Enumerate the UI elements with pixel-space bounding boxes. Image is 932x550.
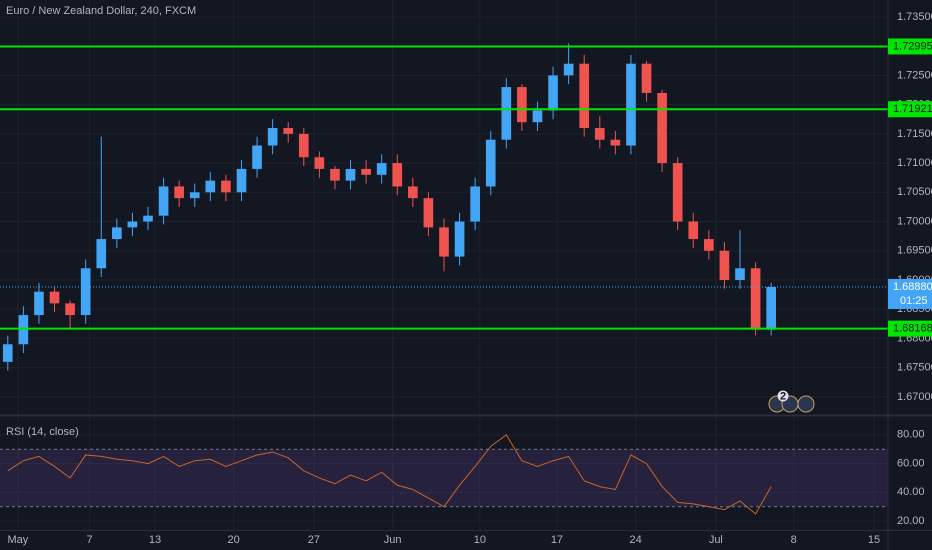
candle-body: [485, 139, 496, 187]
axes: May 7 13 20 27 Jun 10 17 24 Jul 8 15 1.67000 1.67500 1…: [8, 11, 932, 546]
candle-body: [704, 239, 714, 251]
candle-body: [719, 250, 730, 280]
candle-body: [49, 291, 60, 304]
rsi-tick-label: 20.00: [897, 515, 925, 527]
candle-body: [392, 163, 403, 187]
x-tick-label: 17: [551, 534, 563, 546]
rsi-label: RSI (14, close): [6, 426, 79, 438]
y-tick-label: 1.67000: [897, 391, 932, 403]
y-tick-label: 1.67500: [897, 362, 932, 374]
candle-body: [532, 110, 543, 123]
candle-body: [65, 303, 75, 316]
y-tick-label: 1.73500: [897, 11, 932, 23]
candle-body: [205, 180, 216, 193]
level-label-box: [888, 101, 932, 118]
candle-body: [517, 87, 527, 123]
candle-body: [454, 221, 465, 257]
x-tick-label: 15: [868, 534, 880, 546]
rsi-band-fill: [0, 449, 888, 507]
candle-body: [672, 163, 683, 222]
candle-body: [657, 92, 667, 164]
candle-body: [80, 268, 91, 316]
candle-body: [267, 128, 278, 146]
candle-body: [735, 268, 745, 280]
x-tick-label: 8: [791, 534, 797, 546]
candle-body: [548, 75, 558, 111]
candle-body: [143, 215, 153, 222]
event-icon[interactable]: [797, 395, 815, 413]
plot: [0, 43, 888, 515]
y-tick-label: 1.71500: [897, 128, 932, 140]
candle-body: [330, 168, 340, 181]
candle-body: [221, 180, 231, 193]
candle-body: [766, 286, 776, 330]
candle-body: [408, 186, 418, 199]
level-label-box: [888, 320, 932, 337]
y-tick-label: 1.69500: [897, 245, 932, 257]
candle-body: [2, 344, 13, 362]
candle-body: [470, 186, 480, 222]
candle-body: [688, 221, 699, 240]
last-price-label: 1.68880: [893, 281, 932, 293]
candle-body: [423, 198, 434, 228]
candle-body: [34, 291, 44, 316]
candle-body: [501, 87, 512, 140]
x-tick-label: 7: [87, 534, 93, 546]
candle-body: [252, 145, 262, 169]
candle-body: [345, 168, 356, 181]
event-icons[interactable]: 2: [768, 390, 815, 413]
candle-body: [158, 186, 169, 216]
candle-body: [594, 128, 605, 140]
candle-body: [750, 268, 761, 330]
y-tick-label: 1.70000: [897, 215, 932, 227]
candle-body: [127, 221, 138, 228]
rsi-line: [7, 434, 772, 515]
x-tick-label: Jun: [384, 534, 402, 546]
x-tick-label: 13: [149, 534, 161, 546]
candle-body: [112, 227, 122, 240]
event-count: 2: [780, 390, 786, 402]
candle-body: [174, 186, 184, 199]
level-label-box: [888, 38, 932, 55]
event-count-badge: [777, 390, 789, 402]
candle-body: [236, 168, 247, 193]
y-tick-label: 1.72500: [897, 69, 932, 81]
candle-body: [626, 63, 636, 146]
x-tick-label: Jul: [709, 534, 723, 546]
candle-body: [283, 128, 294, 134]
level-label: 1.68168: [893, 323, 932, 335]
x-tick-label: 24: [629, 534, 641, 546]
candle-body: [641, 63, 652, 93]
rsi-tick-label: 60.00: [897, 457, 925, 469]
y-tick-label: 1.70500: [897, 186, 932, 198]
last-price-box: [888, 278, 932, 309]
x-tick-label: 27: [308, 534, 320, 546]
candle-body: [189, 192, 200, 199]
x-tick-label: 20: [228, 534, 240, 546]
y-tick-label: 1.71000: [897, 157, 932, 169]
candle-body: [298, 133, 309, 158]
candle-body: [18, 315, 29, 345]
chart-title: Euro / New Zealand Dollar, 240, FXCM: [6, 5, 196, 17]
x-tick-label: May: [8, 534, 29, 546]
rsi-tick-label: 40.00: [897, 486, 925, 498]
candle-body: [361, 168, 371, 175]
candle-body: [579, 63, 590, 129]
level-label: 1.72995: [893, 40, 932, 52]
level-label: 1.71921: [893, 103, 932, 115]
x-tick-label: 10: [474, 534, 486, 546]
candle-body: [563, 63, 574, 76]
countdown: 01:25: [900, 295, 928, 307]
candle-body: [610, 139, 621, 146]
candle-body: [96, 239, 107, 269]
candle-body: [439, 227, 449, 257]
rsi-tick-label: 80.00: [897, 429, 925, 441]
candle-body: [376, 163, 387, 175]
candle-body: [314, 157, 325, 169]
